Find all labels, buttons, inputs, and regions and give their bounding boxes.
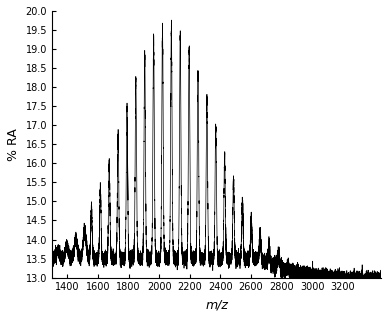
Y-axis label: % RA: % RA	[7, 128, 20, 161]
X-axis label: m/z: m/z	[205, 298, 228, 311]
